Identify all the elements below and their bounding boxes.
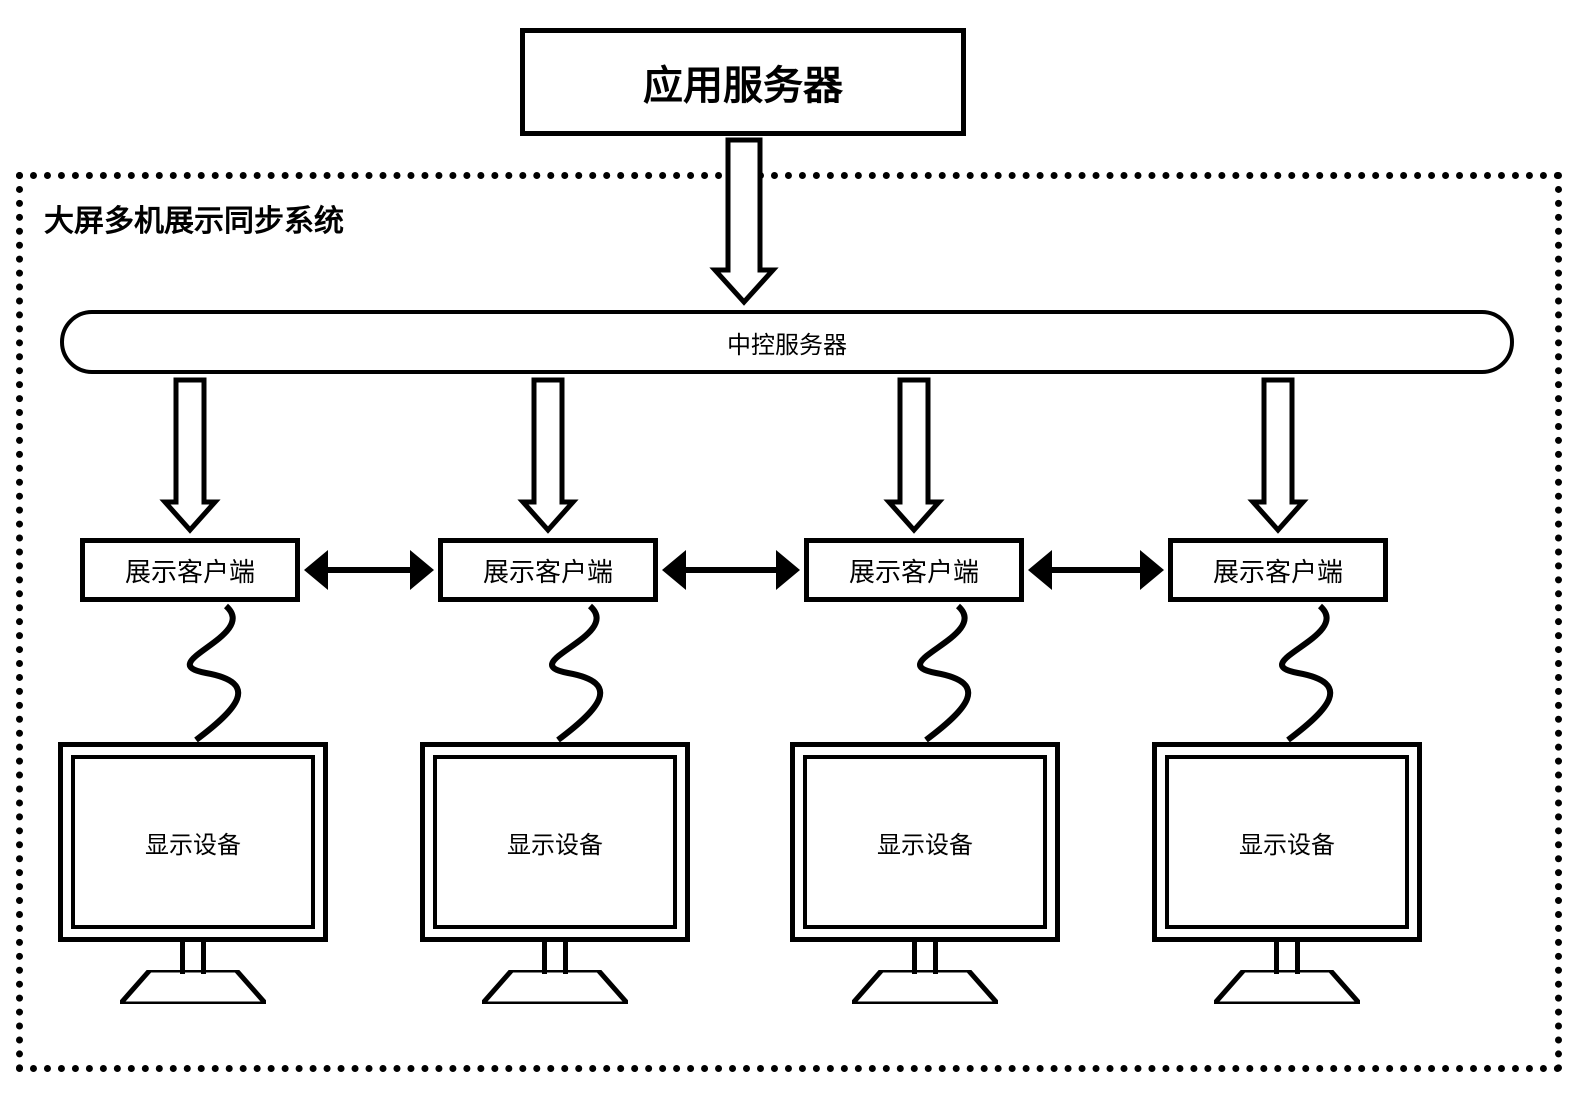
monitor-inner: 显示设备 — [1165, 755, 1409, 929]
app-server-box: 应用服务器 — [520, 28, 966, 136]
monitor-inner: 显示设备 — [71, 755, 315, 929]
client-label: 展示客户端 — [1213, 552, 1343, 589]
client-label: 展示客户端 — [849, 552, 979, 589]
monitor-base-icon — [120, 970, 266, 1004]
system-label: 大屏多机展示同步系统 — [44, 196, 344, 240]
monitor-label: 显示设备 — [145, 825, 241, 860]
control-server-box: 中控服务器 — [60, 310, 1514, 374]
monitor-inner: 显示设备 — [803, 755, 1047, 929]
monitor-screen: 显示设备 — [420, 742, 690, 942]
monitor-2: 显示设备 — [420, 742, 690, 1012]
monitor-base-icon — [482, 970, 628, 1004]
client-box-4: 展示客户端 — [1168, 538, 1388, 602]
monitor-label: 显示设备 — [877, 825, 973, 860]
monitor-3: 显示设备 — [790, 742, 1060, 1012]
client-box-1: 展示客户端 — [80, 538, 300, 602]
diagram-canvas: 应用服务器 大屏多机展示同步系统 中控服务器 展示客户端 展示客户端 展示客户端… — [0, 0, 1576, 1107]
app-server-label: 应用服务器 — [643, 53, 843, 111]
client-box-2: 展示客户端 — [438, 538, 658, 602]
monitor-base-icon — [852, 970, 998, 1004]
monitor-screen: 显示设备 — [58, 742, 328, 942]
monitor-label: 显示设备 — [1239, 825, 1335, 860]
monitor-screen: 显示设备 — [1152, 742, 1422, 942]
client-box-3: 展示客户端 — [804, 538, 1024, 602]
monitor-base-icon — [1214, 970, 1360, 1004]
monitor-inner: 显示设备 — [433, 755, 677, 929]
client-label: 展示客户端 — [125, 552, 255, 589]
client-label: 展示客户端 — [483, 552, 613, 589]
monitor-label: 显示设备 — [507, 825, 603, 860]
monitor-screen: 显示设备 — [790, 742, 1060, 942]
monitor-4: 显示设备 — [1152, 742, 1422, 1012]
control-server-label: 中控服务器 — [727, 325, 847, 360]
monitor-1: 显示设备 — [58, 742, 328, 1012]
